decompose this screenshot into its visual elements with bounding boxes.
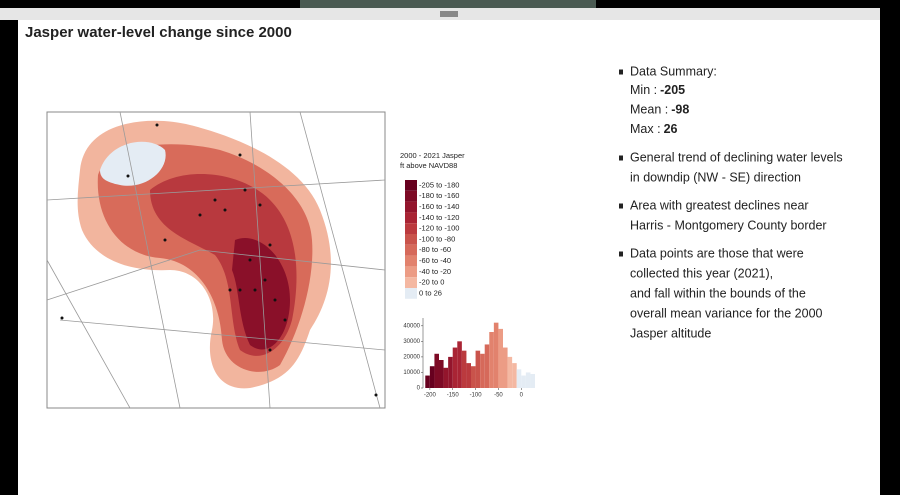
summary-stat: Max :26	[630, 122, 678, 136]
legend-label: -80 to -60	[419, 245, 451, 254]
stat-label: Min :	[630, 83, 657, 97]
bullet-line: collected this year (2021),	[630, 266, 773, 280]
histogram-bar	[498, 328, 503, 388]
stat-label: Mean :	[630, 103, 668, 117]
drag-handle[interactable]	[440, 11, 458, 17]
legend-label: -140 to -120	[419, 213, 459, 222]
bullet-line: Jasper altitude	[630, 326, 711, 340]
bullet	[619, 155, 623, 161]
legend-swatch	[405, 201, 417, 213]
bullet	[619, 69, 623, 75]
histogram-bar	[443, 367, 449, 388]
legend-label: -160 to -140	[419, 202, 459, 211]
x-tick-label: -100	[470, 393, 483, 399]
legend-swatch	[405, 234, 417, 245]
notes: Data Summary: Min : -205 Mean : -98 Max :26 Ge…	[619, 64, 843, 340]
histogram-bar	[425, 375, 430, 388]
summary-stat: Min : -205	[630, 83, 685, 97]
histogram: 0 10000 20000 30000 40000 -200 -150 -100 -50 0	[403, 318, 535, 399]
legend-swatch	[405, 180, 417, 191]
histogram-bar	[429, 366, 435, 388]
legend-label: 0 to 26	[419, 288, 442, 297]
map	[46, 111, 386, 409]
histogram-bar	[530, 374, 535, 388]
legend-swatch	[405, 277, 417, 288]
histogram-bar	[489, 332, 494, 388]
wells	[60, 123, 378, 397]
histogram-bar	[439, 360, 444, 388]
legend-label: -205 to -180	[419, 180, 459, 189]
histogram-bar	[466, 363, 471, 388]
y-tick-label: 10000	[403, 370, 420, 376]
stat-value: -205	[660, 83, 685, 97]
histogram-bar	[521, 375, 526, 388]
stat-label: Max :	[630, 122, 661, 136]
bullet-line: Area with greatest declines near	[630, 198, 809, 212]
legend-swatch	[405, 223, 417, 234]
histogram-bar	[484, 344, 490, 388]
y-tick-label: 20000	[403, 354, 420, 360]
legend-swatch	[405, 255, 417, 267]
legend-title: ft above NAVD88	[400, 161, 457, 170]
bullet-line: Data points are those that were	[630, 246, 804, 260]
legend-swatch	[405, 212, 417, 224]
histogram-bar	[471, 366, 476, 388]
histogram-bar	[452, 347, 458, 388]
bullet-line: Harris - Montgomery County border	[630, 218, 827, 232]
histogram-bar	[493, 322, 499, 388]
legend-label: -20 to 0	[419, 278, 444, 287]
legend-swatch	[405, 190, 417, 202]
bullet	[619, 203, 623, 209]
bullet	[619, 251, 623, 257]
y-tick-label: 30000	[403, 339, 420, 345]
legend-label: -120 to -100	[419, 224, 459, 233]
roads	[46, 111, 386, 409]
histogram-bar	[461, 350, 467, 388]
bullet-line: overall mean variance for the 2000	[630, 306, 823, 320]
histogram-bar	[475, 350, 481, 388]
summary-stat: Mean : -98	[630, 103, 689, 117]
legend-swatch	[405, 266, 417, 278]
y-tick-label: 0	[417, 386, 421, 392]
histogram-bar	[512, 363, 517, 388]
legend-title: 2000 - 2021 Jasper	[400, 151, 465, 160]
stat-value: 26	[664, 122, 678, 136]
x-tick-label: 0	[520, 393, 524, 399]
y-tick-label: 40000	[403, 323, 420, 329]
histogram-bar	[525, 372, 531, 388]
x-tick-label: -150	[447, 393, 460, 399]
stat-value: -98	[671, 103, 689, 117]
legend-label: -60 to -40	[419, 256, 451, 265]
video-strip	[300, 0, 596, 8]
slide-title: Jasper water-level change since 2000	[25, 24, 292, 41]
histogram-bar	[503, 347, 508, 388]
legend-swatch	[405, 288, 417, 299]
histogram-bar	[480, 353, 485, 388]
summary-heading: Data Summary:	[630, 64, 717, 78]
legend-label: -180 to -160	[419, 191, 459, 200]
legend-swatch	[405, 244, 417, 256]
histogram-bar	[457, 341, 462, 388]
histogram-bar	[434, 353, 439, 388]
bullet-line: General trend of declining water levels	[630, 150, 843, 164]
x-tick-label: -50	[494, 393, 503, 399]
histogram-bar	[516, 369, 522, 388]
bullet-line: in downdip (NW - SE) direction	[630, 170, 801, 184]
histogram-bar	[507, 356, 513, 388]
bullet-line: and fall within the bounds of the	[630, 286, 806, 300]
legend-label: -100 to -80	[419, 234, 455, 243]
histogram-bar	[448, 356, 453, 388]
x-tick-label: -200	[424, 393, 437, 399]
legend-label: -40 to -20	[419, 267, 451, 276]
map-surface	[100, 141, 166, 186]
map-surface	[232, 238, 290, 350]
